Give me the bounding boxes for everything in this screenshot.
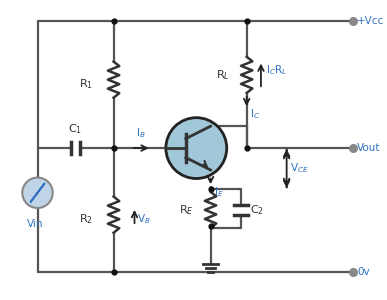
Text: +Vcc: +Vcc	[357, 16, 384, 26]
Text: R$_L$: R$_L$	[216, 68, 229, 82]
Text: R$_1$: R$_1$	[79, 77, 92, 91]
Text: R$_E$: R$_E$	[179, 203, 194, 217]
Text: R$_2$: R$_2$	[79, 212, 92, 226]
Text: I$_E$: I$_E$	[214, 185, 224, 199]
Text: V$_B$: V$_B$	[137, 212, 151, 226]
Text: I$_B$: I$_B$	[136, 126, 146, 140]
Text: Vout: Vout	[357, 143, 380, 153]
Text: C$_2$: C$_2$	[250, 203, 264, 217]
Text: Vin: Vin	[27, 219, 44, 230]
Circle shape	[166, 118, 227, 178]
Text: V$_{CE}$: V$_{CE}$	[290, 162, 309, 176]
Text: 0v: 0v	[357, 267, 370, 277]
Text: I$_C$: I$_C$	[250, 107, 261, 121]
Text: C$_1$: C$_1$	[68, 122, 82, 136]
Circle shape	[22, 178, 53, 208]
Text: I$_C$R$_L$: I$_C$R$_L$	[266, 63, 287, 77]
